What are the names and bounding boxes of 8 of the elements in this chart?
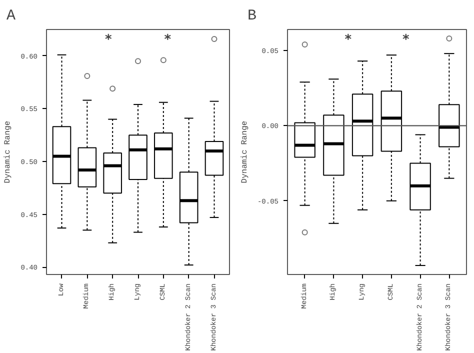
chart-title: B [248, 8, 257, 24]
y-axis-title: Dynamic Range [4, 120, 13, 184]
annotation: * [402, 32, 410, 48]
annotation: * [344, 32, 352, 48]
annotation: * [164, 32, 172, 48]
chart-title: A [6, 8, 16, 24]
annotation: * [104, 32, 112, 48]
y-axis-title: Dynamic Range [240, 120, 250, 184]
